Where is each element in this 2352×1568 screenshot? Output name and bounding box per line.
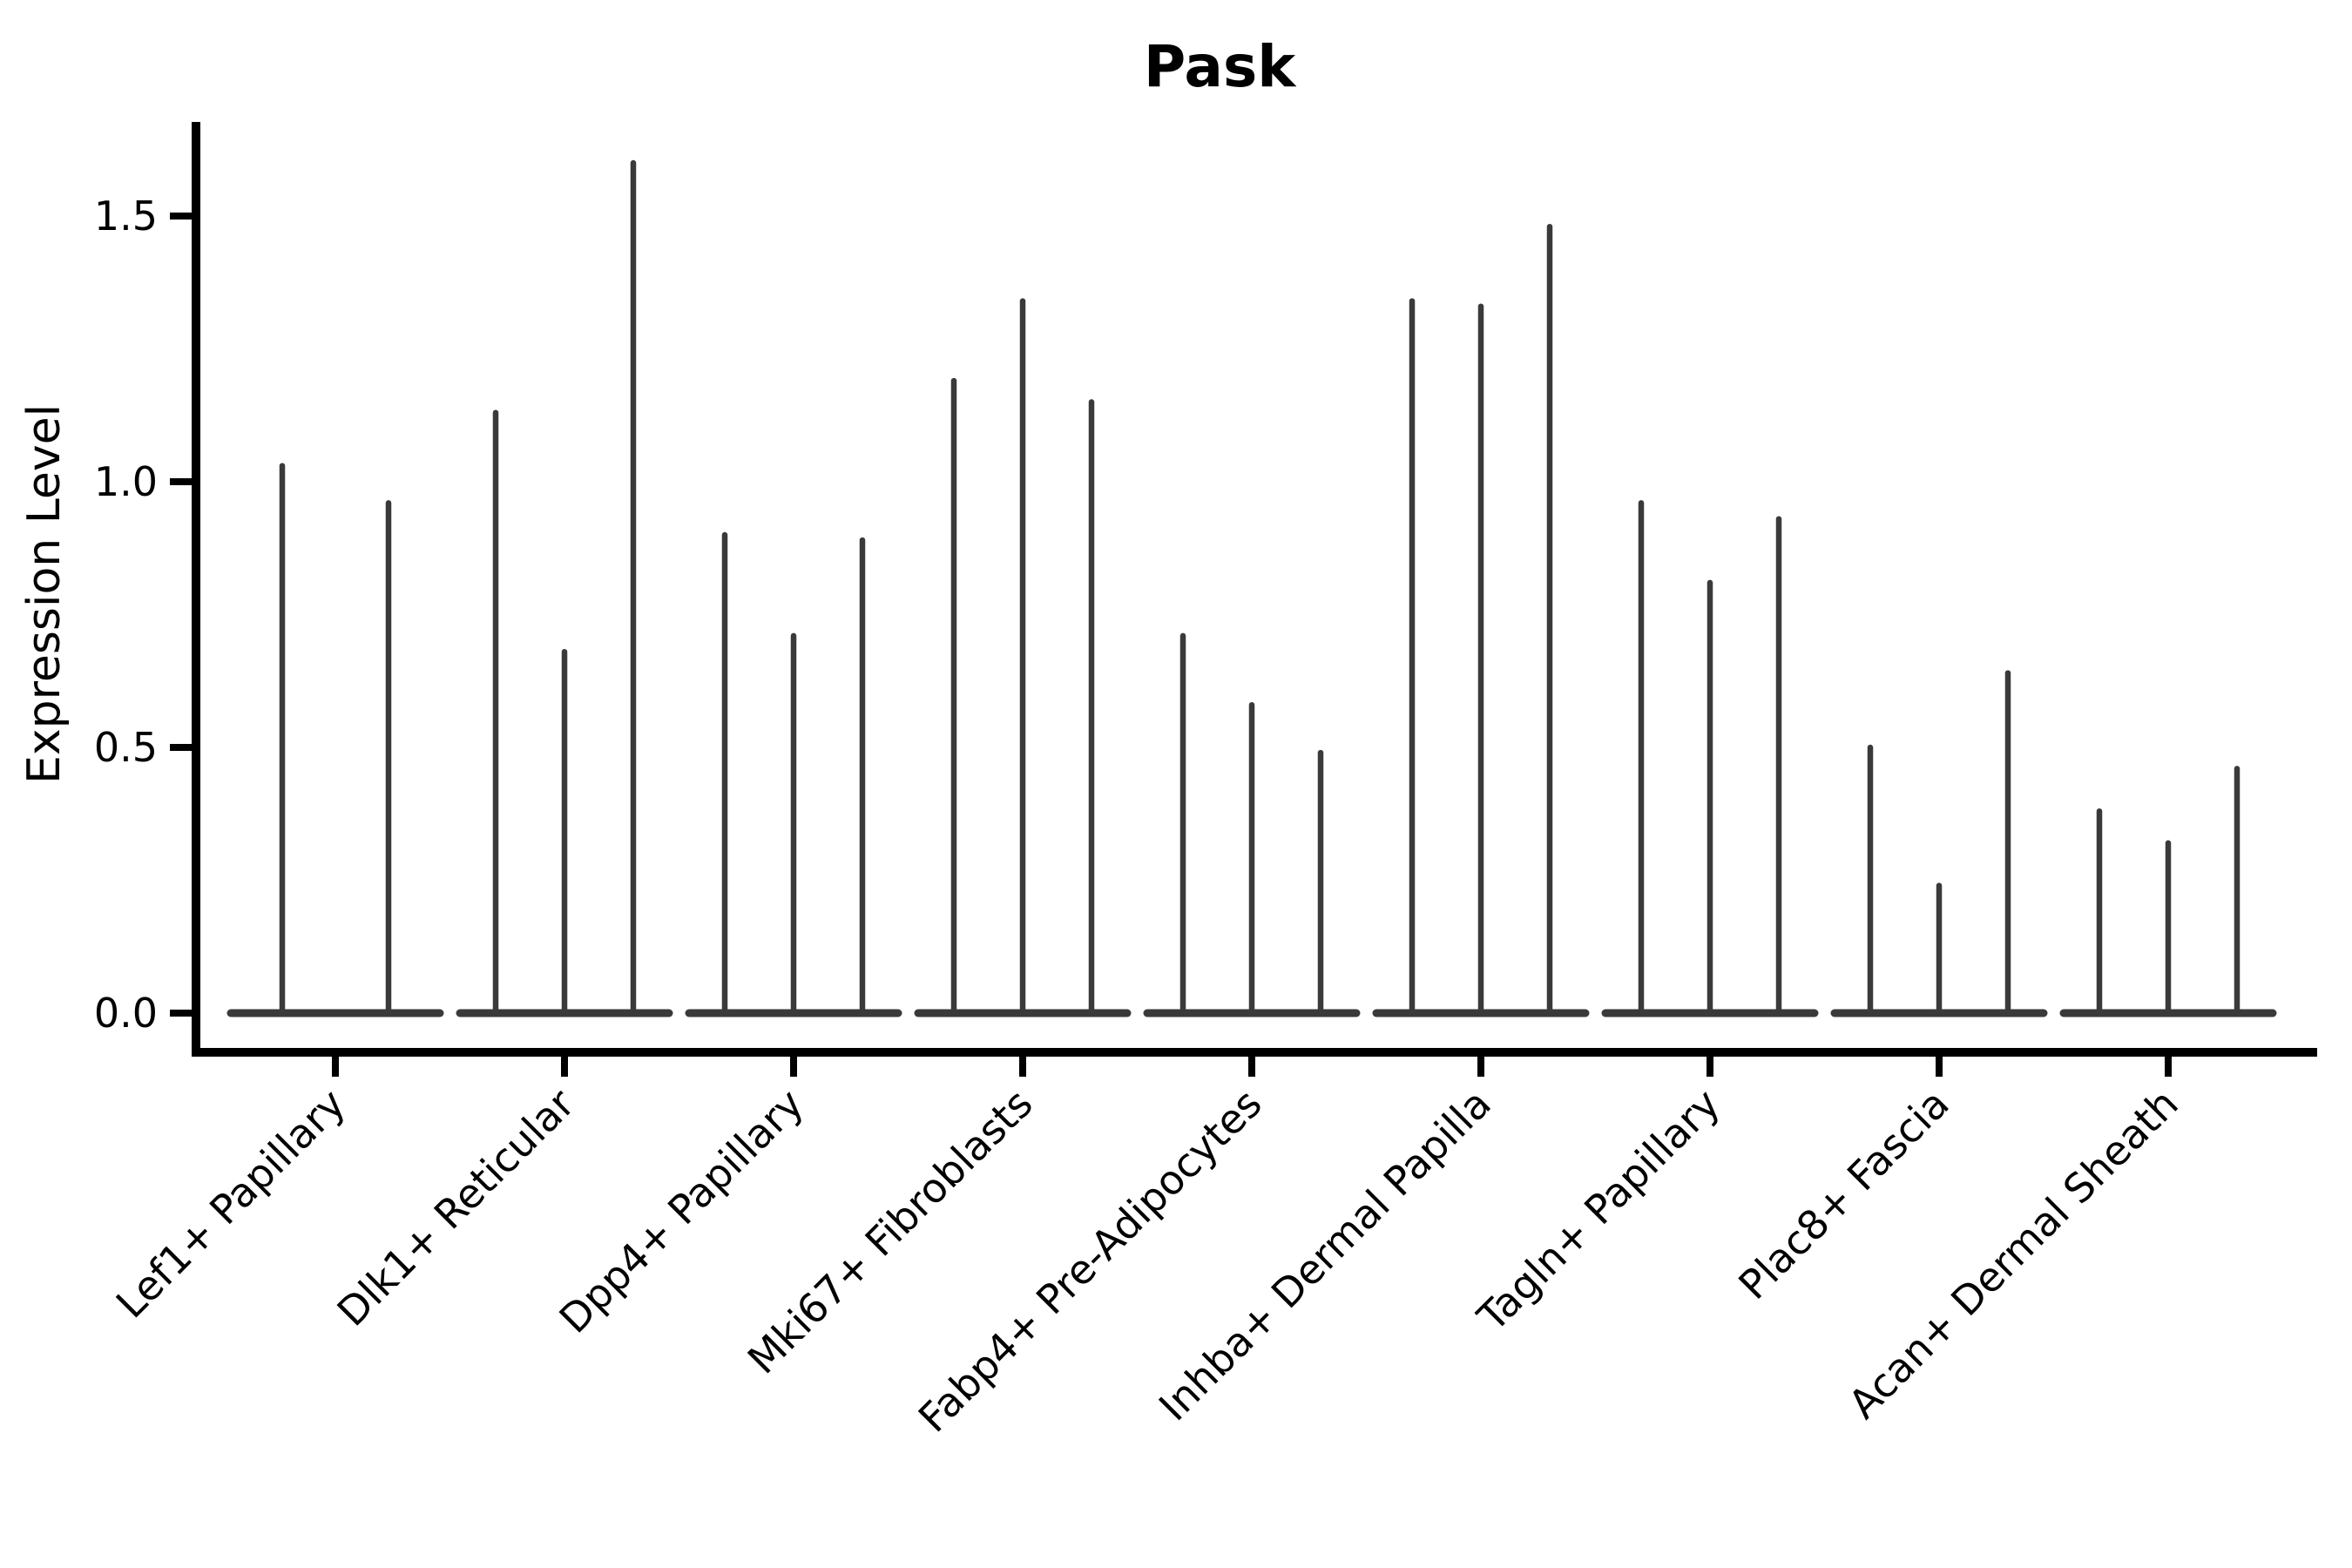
y-axis-label: Expression Level	[18, 404, 71, 784]
violin-group	[1143, 632, 1361, 1017]
violin-group	[1372, 223, 1590, 1017]
y-tick-label: 1.5	[94, 193, 158, 240]
y-tick-label: 0.5	[94, 724, 158, 771]
violin-group	[1601, 500, 1819, 1017]
x-tick-label: Dlk1+ Reticular	[328, 1080, 584, 1335]
x-tick-label: Dpp4+ Papillary	[551, 1080, 813, 1342]
x-tick-label: Tagln+ Papillary	[1468, 1080, 1729, 1342]
chart-title: Pask	[1144, 33, 1297, 100]
y-tick-label: 0.0	[94, 990, 158, 1037]
x-tick-label: Lef1+ Papillary	[107, 1080, 355, 1328]
x-tick-label: Plac8+ Fascia	[1729, 1080, 1957, 1308]
violin-group	[456, 159, 673, 1017]
y-axis-ticks: 0.0 0.5 1.0 1.5	[94, 193, 196, 1037]
y-tick-label: 1.0	[94, 458, 158, 505]
violin-group	[914, 298, 1132, 1017]
violin-group	[1830, 670, 2048, 1017]
violin-group	[2059, 766, 2277, 1017]
violin-group	[226, 463, 444, 1017]
violins	[226, 159, 2277, 1017]
violin-group	[685, 531, 902, 1017]
